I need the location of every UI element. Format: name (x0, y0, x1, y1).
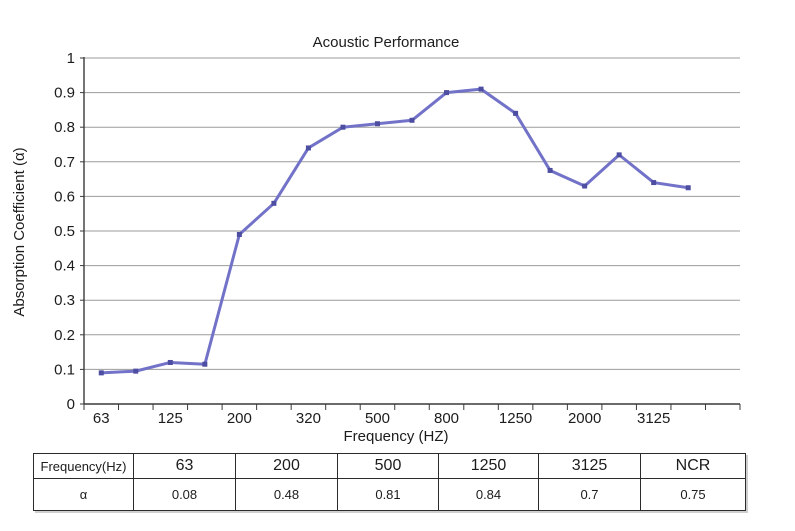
data-point-marker (133, 368, 139, 374)
plot-area: 1 0.9 0.8 0.7 0.6 0.5 0.4 0.3 0.2 0.1 0 63 125 200 320… (54, 50, 741, 427)
table-header-cell: 3125 (538, 453, 641, 479)
data-point-marker (651, 180, 657, 186)
data-point-marker (305, 145, 311, 151)
x-tick-label: 1250 (499, 410, 532, 427)
data-point-marker (167, 359, 173, 365)
table-value-cell: 0.7 (538, 478, 641, 511)
x-tick-label: 3125 (637, 410, 670, 427)
data-table: Frequency(Hz) 63 200 500 1250 3125 NCR α 0.08 0.4… (33, 453, 746, 511)
y-tick-label: 0.6 (54, 188, 75, 205)
x-tick-label: 2000 (568, 410, 601, 427)
y-tick-label: 1 (67, 50, 75, 67)
table-header-cell: 200 (235, 453, 338, 479)
data-point-marker (374, 121, 380, 127)
table-value-cell: 0.75 (640, 478, 746, 511)
x-tick-label: 320 (296, 410, 321, 427)
y-tick-label: 0.1 (54, 361, 75, 378)
x-tick-label: 125 (158, 410, 183, 427)
table-value-cell: α (33, 478, 134, 511)
x-tick-label: 800 (434, 410, 459, 427)
data-point-marker (409, 117, 415, 123)
data-point-marker (547, 167, 553, 173)
data-point-marker (478, 86, 484, 92)
y-tick-label: 0.9 (54, 85, 75, 102)
chart-title: Acoustic Performance (313, 34, 460, 51)
x-tick-label: 63 (93, 410, 110, 427)
table-header-cell: NCR (640, 453, 746, 479)
table-row: Frequency(Hz) 63 200 500 1250 3125 NCR (33, 453, 746, 479)
series-line (99, 87, 690, 375)
table-header-cell: 500 (337, 453, 439, 479)
data-point-marker (582, 183, 588, 189)
table-value-cell: 0.08 (133, 478, 236, 511)
table-header-cell: 1250 (438, 453, 539, 479)
y-tick-label: 0.8 (54, 119, 75, 136)
table-value-cell: 0.48 (235, 478, 338, 511)
y-tick-label: 0.5 (54, 223, 75, 240)
data-point-marker (513, 110, 519, 116)
x-tick-label: 500 (365, 410, 390, 427)
chart-svg: Acoustic Performance Frequency (HZ) Abso… (11, 34, 741, 445)
y-tick-label: 0.3 (54, 292, 75, 309)
data-point-marker (444, 90, 450, 96)
table-header-cell: 63 (133, 453, 236, 479)
data-point-marker (236, 231, 242, 237)
x-axis-title: Frequency (HZ) (343, 428, 448, 445)
data-point-marker (271, 200, 277, 206)
y-axis-title: Absorption Coefficient (α) (11, 147, 28, 316)
data-point-marker (98, 370, 104, 376)
data-point-marker (340, 124, 346, 130)
x-tick-label: 200 (227, 410, 252, 427)
y-tick-label: 0.2 (54, 327, 75, 344)
y-tick-label: 0.4 (54, 258, 75, 275)
table-header-cell: Frequency(Hz) (33, 453, 134, 479)
table-row: α 0.08 0.48 0.81 0.84 0.7 0.75 (33, 478, 746, 511)
table-value-cell: 0.84 (438, 478, 539, 511)
data-point-marker (202, 361, 208, 367)
table-value-cell: 0.81 (337, 478, 439, 511)
data-point-marker (616, 152, 622, 158)
data-point-marker (685, 185, 691, 191)
y-tick-label: 0 (67, 396, 75, 413)
y-tick-label: 0.7 (54, 154, 75, 171)
